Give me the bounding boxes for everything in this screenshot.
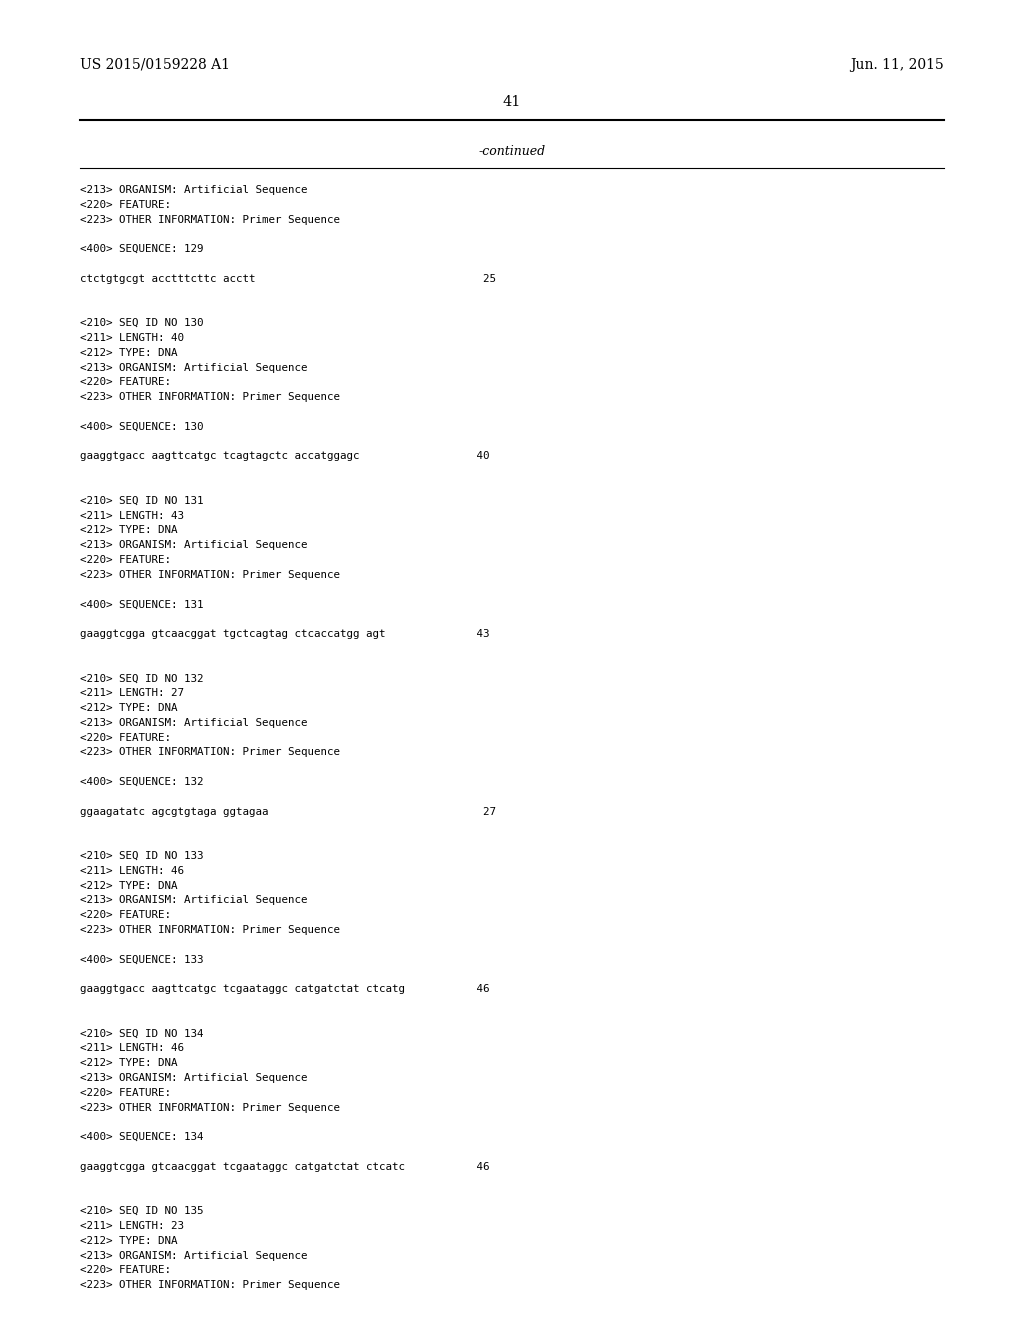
Text: gaaggtcgga gtcaacggat tcgaataggc catgatctat ctcatc           46: gaaggtcgga gtcaacggat tcgaataggc catgatc…: [80, 1162, 489, 1172]
Text: <210> SEQ ID NO 133: <210> SEQ ID NO 133: [80, 851, 204, 861]
Text: gaaggtgacc aagttcatgc tcagtagctc accatggagc                  40: gaaggtgacc aagttcatgc tcagtagctc accatgg…: [80, 451, 489, 462]
Text: <210> SEQ ID NO 130: <210> SEQ ID NO 130: [80, 318, 204, 329]
Text: ctctgtgcgt acctttcttc acctt                                   25: ctctgtgcgt acctttcttc acctt 25: [80, 273, 496, 284]
Text: <213> ORGANISM: Artificial Sequence: <213> ORGANISM: Artificial Sequence: [80, 718, 307, 727]
Text: <211> LENGTH: 46: <211> LENGTH: 46: [80, 866, 184, 875]
Text: <223> OTHER INFORMATION: Primer Sequence: <223> OTHER INFORMATION: Primer Sequence: [80, 747, 340, 758]
Text: <210> SEQ ID NO 131: <210> SEQ ID NO 131: [80, 496, 204, 506]
Text: <223> OTHER INFORMATION: Primer Sequence: <223> OTHER INFORMATION: Primer Sequence: [80, 925, 340, 935]
Text: <213> ORGANISM: Artificial Sequence: <213> ORGANISM: Artificial Sequence: [80, 363, 307, 372]
Text: gaaggtgacc aagttcatgc tcgaataggc catgatctat ctcatg           46: gaaggtgacc aagttcatgc tcgaataggc catgatc…: [80, 985, 489, 994]
Text: <220> FEATURE:: <220> FEATURE:: [80, 199, 171, 210]
Text: <210> SEQ ID NO 135: <210> SEQ ID NO 135: [80, 1206, 204, 1216]
Text: <212> TYPE: DNA: <212> TYPE: DNA: [80, 880, 177, 891]
Text: <400> SEQUENCE: 129: <400> SEQUENCE: 129: [80, 244, 204, 255]
Text: <211> LENGTH: 46: <211> LENGTH: 46: [80, 1043, 184, 1053]
Text: <212> TYPE: DNA: <212> TYPE: DNA: [80, 704, 177, 713]
Text: <223> OTHER INFORMATION: Primer Sequence: <223> OTHER INFORMATION: Primer Sequence: [80, 1102, 340, 1113]
Text: -continued: -continued: [478, 145, 546, 158]
Text: <220> FEATURE:: <220> FEATURE:: [80, 1266, 171, 1275]
Text: <220> FEATURE:: <220> FEATURE:: [80, 733, 171, 743]
Text: <220> FEATURE:: <220> FEATURE:: [80, 378, 171, 387]
Text: <220> FEATURE:: <220> FEATURE:: [80, 554, 171, 565]
Text: <400> SEQUENCE: 134: <400> SEQUENCE: 134: [80, 1133, 204, 1142]
Text: <212> TYPE: DNA: <212> TYPE: DNA: [80, 347, 177, 358]
Text: Jun. 11, 2015: Jun. 11, 2015: [850, 58, 944, 73]
Text: <223> OTHER INFORMATION: Primer Sequence: <223> OTHER INFORMATION: Primer Sequence: [80, 392, 340, 403]
Text: <223> OTHER INFORMATION: Primer Sequence: <223> OTHER INFORMATION: Primer Sequence: [80, 215, 340, 224]
Text: <223> OTHER INFORMATION: Primer Sequence: <223> OTHER INFORMATION: Primer Sequence: [80, 1280, 340, 1290]
Text: <212> TYPE: DNA: <212> TYPE: DNA: [80, 1059, 177, 1068]
Text: <213> ORGANISM: Artificial Sequence: <213> ORGANISM: Artificial Sequence: [80, 1250, 307, 1261]
Text: <211> LENGTH: 43: <211> LENGTH: 43: [80, 511, 184, 520]
Text: US 2015/0159228 A1: US 2015/0159228 A1: [80, 58, 230, 73]
Text: ggaagatatc agcgtgtaga ggtagaa                                 27: ggaagatatc agcgtgtaga ggtagaa 27: [80, 807, 496, 817]
Text: <212> TYPE: DNA: <212> TYPE: DNA: [80, 525, 177, 536]
Text: <400> SEQUENCE: 133: <400> SEQUENCE: 133: [80, 954, 204, 965]
Text: <220> FEATURE:: <220> FEATURE:: [80, 911, 171, 920]
Text: 41: 41: [503, 95, 521, 110]
Text: <213> ORGANISM: Artificial Sequence: <213> ORGANISM: Artificial Sequence: [80, 895, 307, 906]
Text: <400> SEQUENCE: 131: <400> SEQUENCE: 131: [80, 599, 204, 610]
Text: <212> TYPE: DNA: <212> TYPE: DNA: [80, 1236, 177, 1246]
Text: <211> LENGTH: 27: <211> LENGTH: 27: [80, 688, 184, 698]
Text: <211> LENGTH: 23: <211> LENGTH: 23: [80, 1221, 184, 1232]
Text: gaaggtcgga gtcaacggat tgctcagtag ctcaccatgg agt              43: gaaggtcgga gtcaacggat tgctcagtag ctcacca…: [80, 630, 489, 639]
Text: <210> SEQ ID NO 132: <210> SEQ ID NO 132: [80, 673, 204, 684]
Text: <223> OTHER INFORMATION: Primer Sequence: <223> OTHER INFORMATION: Primer Sequence: [80, 570, 340, 579]
Text: <211> LENGTH: 40: <211> LENGTH: 40: [80, 333, 184, 343]
Text: <400> SEQUENCE: 130: <400> SEQUENCE: 130: [80, 422, 204, 432]
Text: <400> SEQUENCE: 132: <400> SEQUENCE: 132: [80, 777, 204, 787]
Text: <213> ORGANISM: Artificial Sequence: <213> ORGANISM: Artificial Sequence: [80, 1073, 307, 1082]
Text: <213> ORGANISM: Artificial Sequence: <213> ORGANISM: Artificial Sequence: [80, 540, 307, 550]
Text: <210> SEQ ID NO 134: <210> SEQ ID NO 134: [80, 1028, 204, 1039]
Text: <220> FEATURE:: <220> FEATURE:: [80, 1088, 171, 1098]
Text: <213> ORGANISM: Artificial Sequence: <213> ORGANISM: Artificial Sequence: [80, 185, 307, 195]
